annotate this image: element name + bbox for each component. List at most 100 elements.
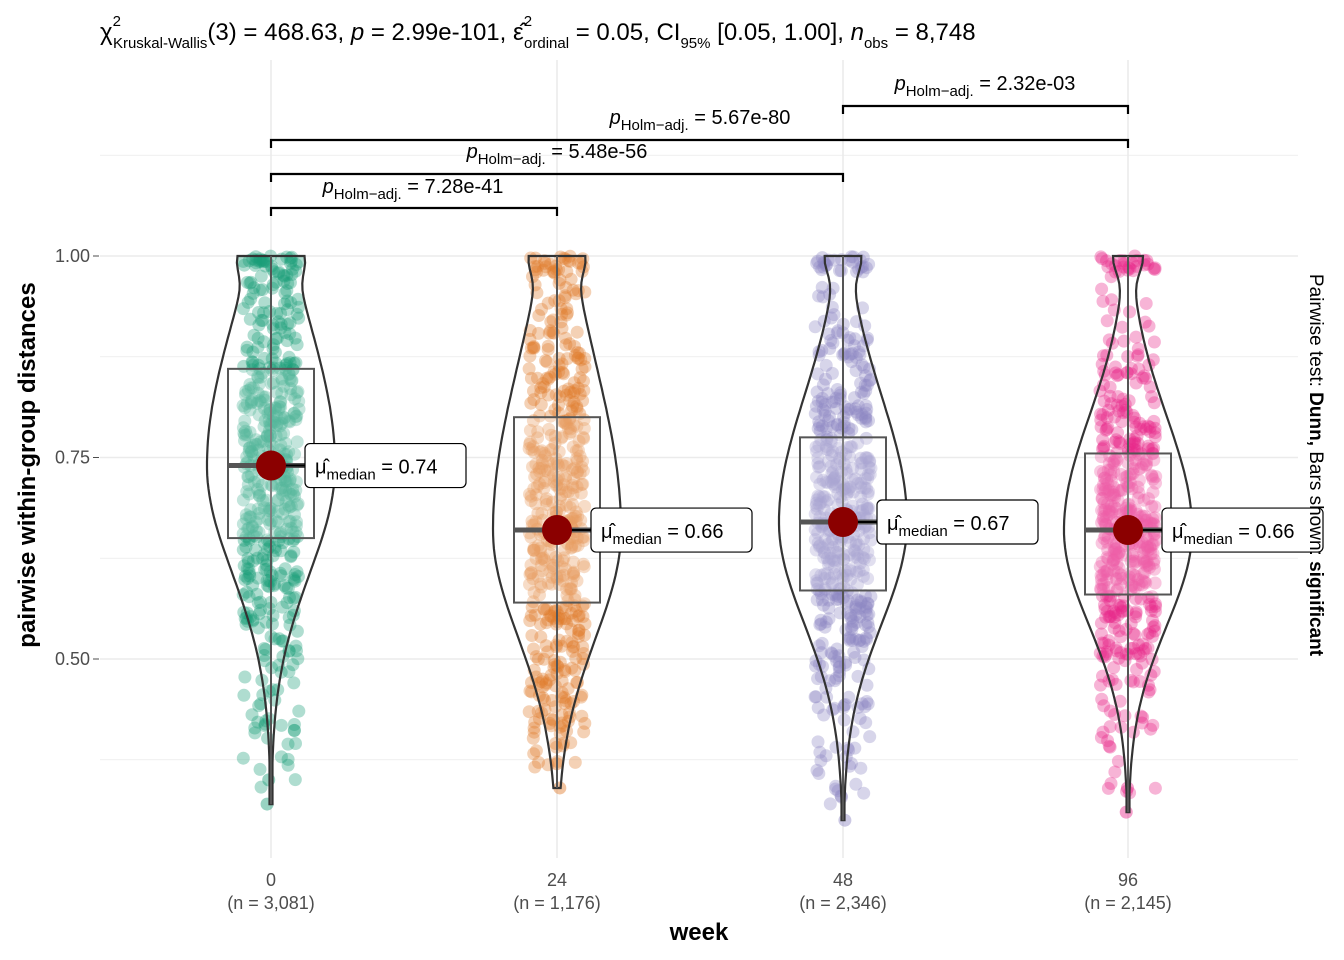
jitter-point bbox=[564, 385, 578, 399]
jitter-point bbox=[811, 576, 825, 590]
jitter-point bbox=[248, 258, 262, 272]
jitter-point bbox=[827, 567, 841, 581]
jitter-point bbox=[1094, 616, 1108, 630]
jitter-point bbox=[270, 419, 283, 433]
jitter-point bbox=[850, 578, 864, 592]
jitter-point bbox=[565, 576, 578, 590]
jitter-point bbox=[577, 374, 590, 388]
jitter-point bbox=[1112, 546, 1126, 560]
jitter-point bbox=[555, 601, 569, 615]
jitter-point bbox=[530, 467, 544, 481]
jitter-point bbox=[529, 488, 543, 502]
jitter-point bbox=[557, 478, 571, 492]
jitter-point bbox=[246, 554, 260, 568]
jitter-point bbox=[811, 422, 825, 435]
jitter-point bbox=[1123, 262, 1137, 276]
jitter-point bbox=[290, 409, 304, 423]
jitter-point bbox=[860, 501, 874, 515]
jitter-point bbox=[287, 406, 301, 420]
jitter-point bbox=[552, 276, 566, 290]
jitter-point bbox=[1103, 740, 1117, 754]
jitter-point bbox=[858, 589, 872, 603]
jitter-point bbox=[290, 338, 304, 352]
jitter-point bbox=[863, 730, 877, 744]
jitter-point bbox=[575, 709, 589, 723]
jitter-point bbox=[240, 397, 254, 411]
jitter-point bbox=[253, 283, 267, 297]
jitter-point bbox=[527, 384, 540, 398]
jitter-point bbox=[537, 551, 551, 565]
jitter-point bbox=[843, 562, 857, 576]
jitter-point bbox=[259, 615, 273, 629]
jitter-point bbox=[567, 565, 581, 579]
jitter-point bbox=[856, 569, 870, 583]
jitter-point bbox=[851, 436, 865, 450]
jitter-point bbox=[830, 654, 844, 668]
jitter-point bbox=[1107, 500, 1121, 514]
jitter-point bbox=[543, 609, 557, 623]
jitter-point bbox=[263, 602, 276, 616]
x-tick-n-label: (n = 2,145) bbox=[1084, 893, 1172, 913]
jitter-point bbox=[1100, 314, 1114, 328]
jitter-point bbox=[1113, 254, 1127, 267]
jitter-point bbox=[852, 634, 866, 648]
jitter-point bbox=[527, 747, 541, 761]
jitter-point bbox=[244, 275, 258, 289]
jitter-point bbox=[274, 400, 288, 414]
jitter-point bbox=[834, 264, 848, 278]
jitter-point bbox=[829, 391, 843, 405]
jitter-point bbox=[265, 262, 279, 276]
jitter-point bbox=[856, 503, 870, 517]
jitter-point bbox=[860, 695, 874, 708]
jitter-point bbox=[537, 476, 551, 490]
jitter-point bbox=[540, 371, 554, 385]
jitter-point bbox=[564, 272, 578, 286]
jitter-point bbox=[288, 489, 302, 503]
comparison-pvalue: pHolm−adj. = 5.67e-80 bbox=[609, 107, 791, 134]
jitter-point bbox=[1095, 282, 1109, 296]
jitter-point bbox=[848, 651, 862, 664]
jitter-point bbox=[286, 487, 300, 501]
jitter-point bbox=[845, 347, 859, 360]
jitter-point bbox=[556, 574, 570, 588]
jitter-point bbox=[560, 634, 574, 648]
jitter-point bbox=[539, 616, 553, 630]
jitter-point bbox=[860, 601, 874, 615]
jitter-point bbox=[283, 472, 297, 486]
jitter-point bbox=[851, 551, 865, 565]
jitter-point bbox=[555, 716, 569, 730]
jitter-point bbox=[534, 398, 548, 412]
jitter-point bbox=[1146, 614, 1159, 627]
jitter-point bbox=[841, 606, 855, 620]
jitter-point bbox=[861, 616, 875, 630]
jitter-point bbox=[1147, 335, 1161, 349]
x-tick-n-label: (n = 1,176) bbox=[513, 893, 601, 913]
jitter-point bbox=[1141, 257, 1155, 271]
jitter-point bbox=[1097, 565, 1111, 579]
jitter-point bbox=[262, 414, 276, 427]
jitter-point bbox=[239, 385, 253, 398]
jitter-point bbox=[269, 401, 283, 415]
jitter-point bbox=[287, 573, 301, 587]
jitter-point bbox=[252, 306, 265, 319]
jitter-point bbox=[569, 604, 583, 618]
jitter-point bbox=[860, 482, 873, 495]
jitter-point bbox=[277, 379, 291, 393]
jitter-point bbox=[283, 251, 297, 265]
jitter-point bbox=[275, 481, 289, 495]
jitter-point bbox=[1148, 263, 1162, 276]
jitter-point bbox=[818, 582, 832, 596]
jitter-point bbox=[1123, 305, 1136, 319]
jitter-point bbox=[544, 719, 558, 733]
jitter-point bbox=[551, 470, 565, 484]
jitter-point bbox=[527, 543, 541, 557]
jitter-point bbox=[283, 276, 297, 290]
jitter-point bbox=[278, 474, 292, 488]
jitter-point bbox=[810, 256, 824, 270]
jitter-point bbox=[861, 697, 875, 711]
jitter-point bbox=[850, 565, 863, 579]
jitter-point bbox=[558, 612, 572, 626]
jitter-point bbox=[862, 455, 876, 469]
jitter-point bbox=[555, 674, 569, 688]
jitter-point bbox=[821, 454, 835, 468]
